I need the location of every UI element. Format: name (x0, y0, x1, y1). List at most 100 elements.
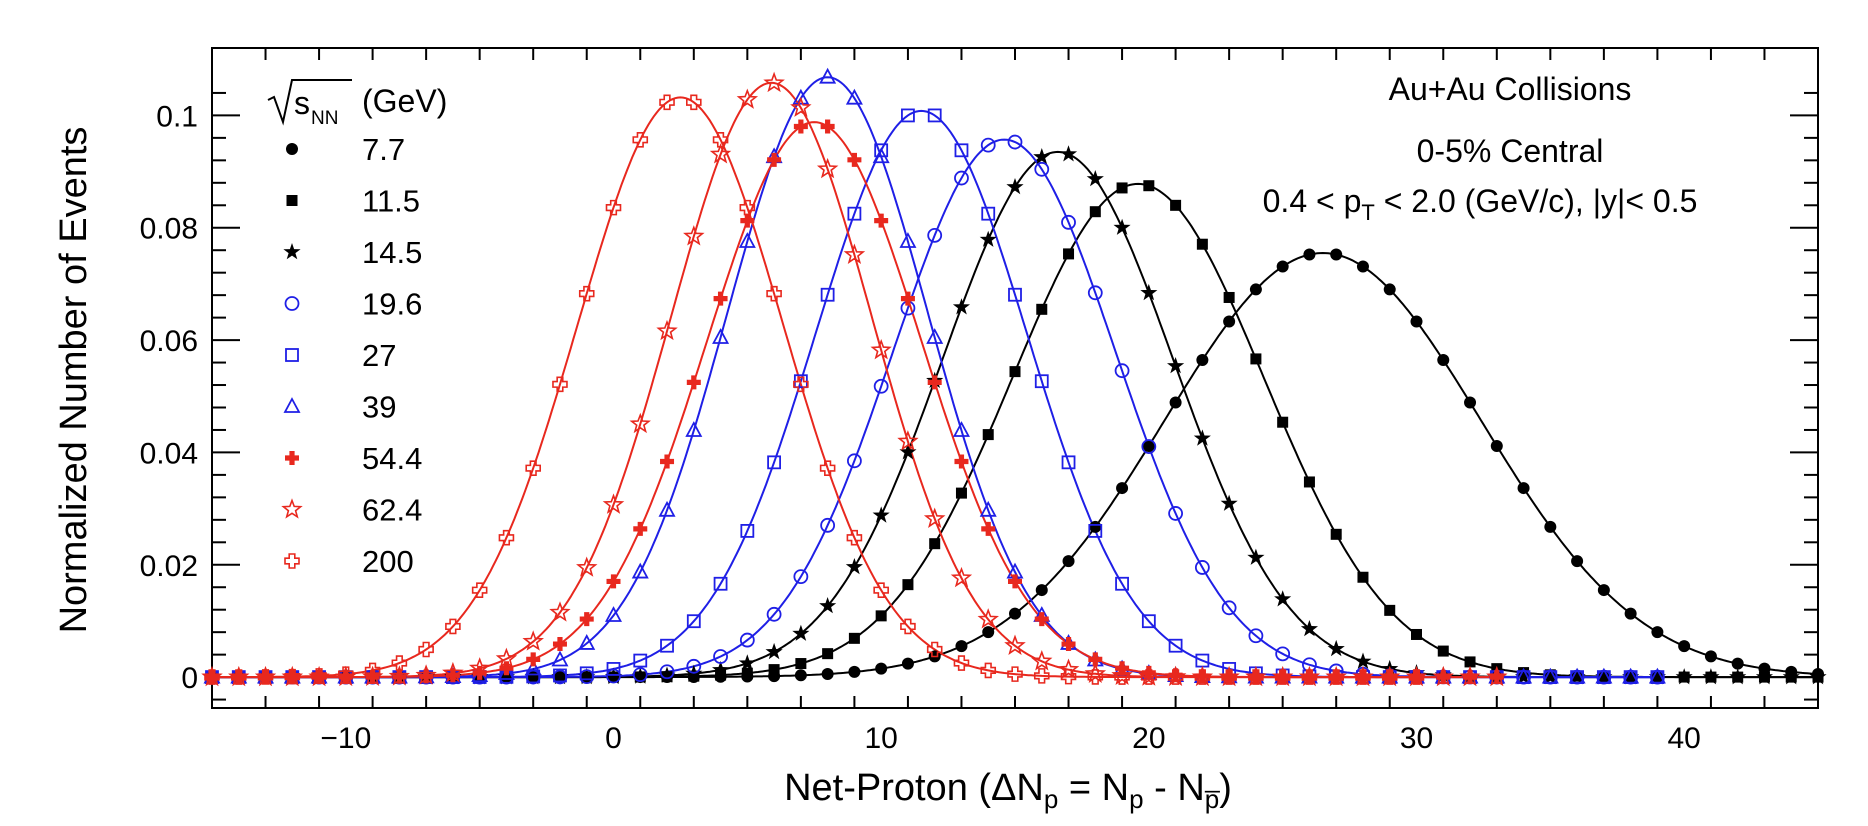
data-point-7.7 (1169, 396, 1182, 409)
data-point-39 (899, 232, 917, 248)
y-axis-title: Normalized Number of Events (53, 127, 95, 634)
data-point-54.4 (1222, 669, 1237, 684)
data-point-14.5 (1247, 548, 1265, 565)
data-point-54.4 (847, 152, 862, 167)
data-point-200 (900, 618, 916, 635)
data-point-19.6 (927, 227, 943, 243)
data-point-200 (1114, 669, 1130, 685)
data-point-62.4 (602, 493, 625, 514)
data-point-19.6 (1007, 134, 1023, 150)
legend-marker-54.4 (285, 451, 299, 465)
data-point-62.4 (656, 319, 678, 341)
data-point-200 (552, 376, 568, 393)
data-point-27 (553, 668, 567, 683)
data-point-14.5 (658, 666, 676, 683)
series-curve-11.5 (212, 182, 1818, 679)
data-point-19.6 (1114, 363, 1130, 379)
data-point-7.7 (1249, 283, 1262, 296)
data-point-62.4 (977, 608, 999, 629)
data-point-200 (311, 668, 327, 684)
data-point-54.4 (499, 661, 514, 676)
data-point-62.4 (763, 71, 785, 93)
data-point-200 (257, 669, 274, 685)
data-point-54.4 (1275, 670, 1290, 685)
data-point-27 (1008, 287, 1022, 302)
x-tick-label: 20 (1132, 722, 1165, 755)
data-point-11.5 (795, 658, 807, 670)
data-point-14.5 (524, 668, 542, 685)
data-point-54.4 (606, 574, 621, 589)
data-point-27 (901, 108, 915, 123)
data-point-39 (497, 664, 515, 680)
data-point-62.4 (1486, 665, 1508, 687)
data-point-200 (525, 460, 541, 476)
data-point-19.6 (1168, 506, 1183, 521)
data-point-11.5 (848, 632, 860, 644)
data-point-62.4 (576, 556, 598, 577)
y-tick-label: 0.04 (140, 437, 198, 470)
legend-marker-62.4 (281, 498, 303, 519)
data-point-19.6 (713, 649, 728, 664)
data-point-54.4 (1382, 670, 1397, 685)
legend: s NN (GeV) 7.7 11.5 14.5 19.6 27 39 54.4 62.4 20… (267, 79, 447, 579)
data-point-27 (579, 666, 594, 681)
data-point-27 (767, 455, 781, 470)
data-point-200 (1274, 669, 1291, 685)
data-point-19.6 (980, 137, 996, 153)
data-point-11.5 (955, 487, 967, 499)
data-point-62.4 (816, 157, 839, 179)
data-point-62.4 (388, 665, 411, 686)
data-point-14.5 (578, 668, 596, 685)
data-point-14.5 (1568, 668, 1586, 685)
x-axis-title-part: p (1129, 784, 1143, 814)
data-point-54.4 (205, 670, 219, 685)
data-point-7.7 (1731, 657, 1744, 670)
data-point-19.6 (1275, 646, 1291, 662)
data-point-14.5 (1755, 668, 1773, 685)
data-point-14.5 (1354, 652, 1372, 669)
y-tick-label: 0.1 (156, 100, 198, 133)
data-point-7.7 (901, 657, 914, 670)
legend-label-62.4: 62.4 (362, 493, 422, 528)
data-point-200 (1248, 669, 1264, 685)
data-point-7.7 (1303, 248, 1316, 261)
data-point-11.5 (982, 429, 994, 441)
data-point-27 (713, 576, 728, 591)
data-point-27 (1061, 455, 1076, 470)
data-point-54.4 (1329, 670, 1344, 685)
data-point-200 (980, 662, 997, 679)
data-point-39 (926, 328, 944, 344)
data-point-11.5 (1464, 656, 1476, 668)
data-point-27 (606, 662, 621, 676)
data-point-14.5 (1006, 178, 1024, 195)
data-point-200 (284, 668, 301, 685)
data-point-200 (1381, 669, 1398, 685)
data-point-39 (1515, 667, 1533, 684)
x-axis-title-part: = N (1058, 767, 1129, 809)
data-point-39 (578, 634, 596, 650)
data-point-14.5 (1220, 494, 1238, 511)
data-point-7.7 (982, 626, 995, 639)
data-point-19.6 (1087, 285, 1103, 301)
x-axis-title-part: p̅ (1204, 784, 1220, 814)
data-point-200 (1301, 669, 1318, 685)
data-point-11.5 (1223, 291, 1235, 303)
legend-marker-200 (284, 553, 300, 569)
data-point-7.7 (1356, 260, 1369, 273)
data-point-19.6 (847, 453, 862, 469)
x-axis-title-part: Net-Proton (ΔN (784, 767, 1044, 809)
data-point-200 (659, 94, 675, 111)
data-point-200 (953, 655, 970, 671)
data-point-7.7 (1223, 315, 1236, 328)
data-point-200 (578, 285, 595, 302)
data-point-62.4 (1031, 650, 1053, 671)
data-point-7.7 (794, 669, 807, 682)
data-point-62.4 (522, 630, 544, 651)
legend-items: 7.7 11.5 14.5 19.6 27 39 54.4 62.4 200 (281, 132, 422, 579)
data-point-200 (1141, 669, 1157, 685)
data-point-14.5 (1327, 639, 1345, 657)
series-curve-14.5 (212, 150, 1818, 679)
data-point-7.7 (1464, 396, 1477, 409)
data-point-200 (1408, 669, 1425, 685)
data-point-39 (524, 659, 542, 676)
